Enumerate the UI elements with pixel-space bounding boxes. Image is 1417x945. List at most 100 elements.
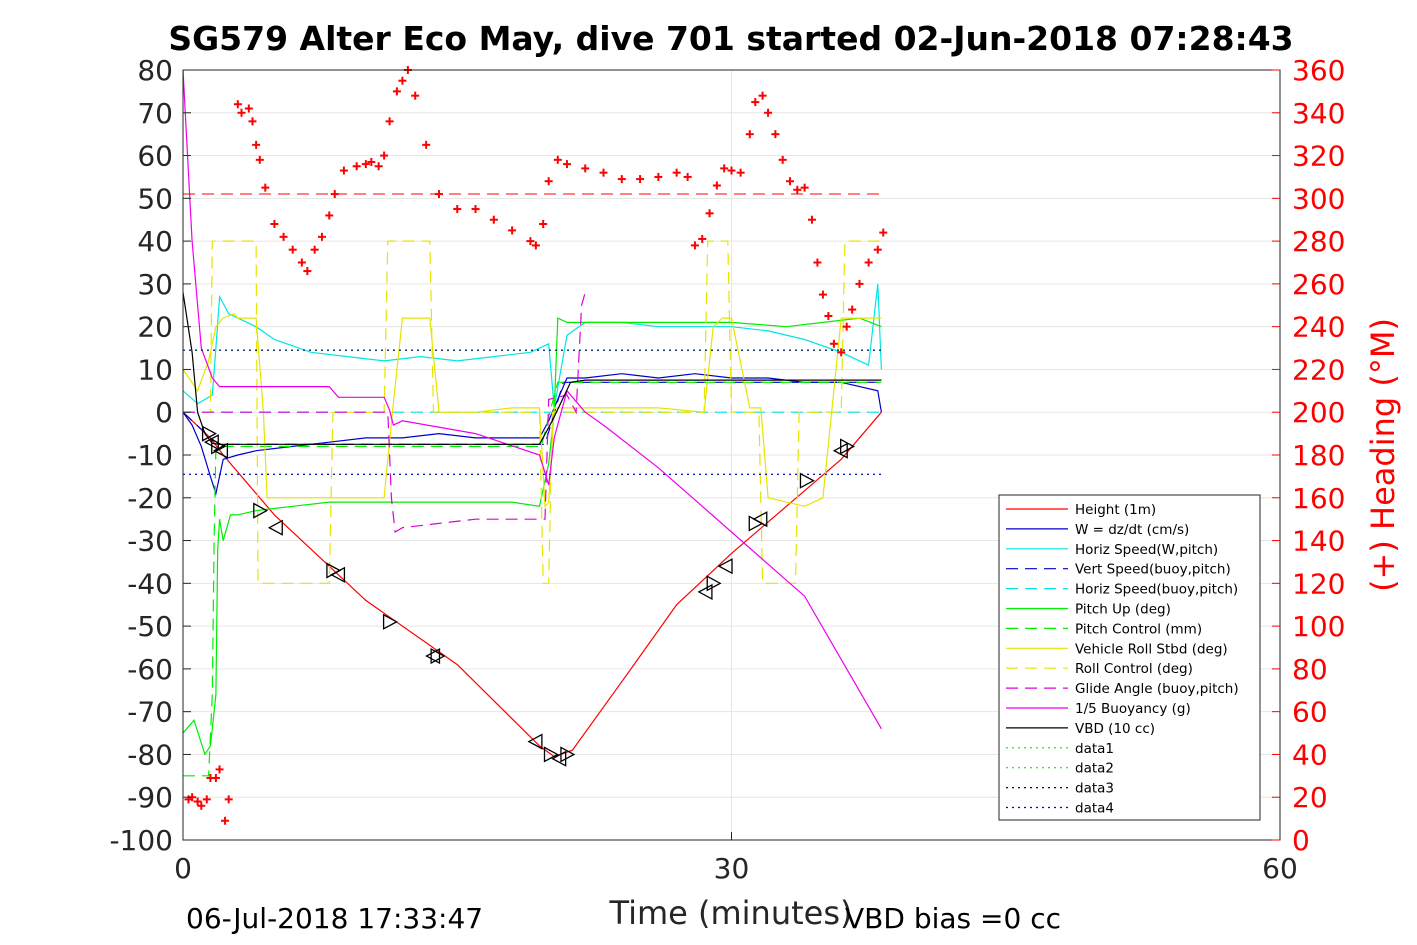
footer-vbd-bias: VBD bias =0 cc: [845, 902, 1061, 935]
heading-point: [224, 795, 233, 804]
heading-point: [771, 130, 780, 139]
left-tick-label: -40: [127, 567, 173, 600]
heading-point: [252, 140, 261, 149]
dive-marker: [253, 502, 269, 519]
heading-point: [261, 183, 270, 192]
right-tick-label: 180: [1292, 439, 1345, 472]
legend-label: Height (1m): [1075, 502, 1156, 518]
heading-point: [544, 177, 553, 186]
heading-point: [489, 215, 498, 224]
series-line-8: [183, 240, 882, 584]
right-tick-label: 360: [1292, 54, 1345, 87]
heading-point: [248, 117, 257, 126]
heading-point: [233, 100, 242, 109]
left-tick-label: -100: [109, 824, 173, 857]
heading-point: [361, 160, 370, 169]
series-layer: [183, 70, 882, 777]
heading-point: [411, 91, 420, 100]
dive-marker: [717, 558, 733, 575]
dive-marker: [382, 613, 398, 630]
heading-point: [636, 175, 645, 184]
dive-marker: [697, 583, 713, 600]
left-tick-label: 80: [137, 54, 173, 87]
series-line-7: [183, 313, 882, 508]
legend-label: Roll Control (deg): [1075, 661, 1193, 677]
heading-point: [690, 241, 699, 250]
marker-layer: [201, 425, 856, 767]
series-line-10: [183, 70, 882, 730]
dive-marker: [211, 438, 227, 455]
chart-title: SG579 Alter Eco May, dive 701 started 02…: [168, 19, 1293, 58]
x-tick-label: 30: [714, 852, 750, 885]
heading-point: [270, 220, 279, 228]
right-tick-label: 240: [1292, 311, 1345, 344]
dive-marker: [752, 511, 768, 528]
right-tick-label: 300: [1292, 182, 1345, 215]
heading-point: [325, 211, 334, 220]
right-tick-label: 20: [1292, 781, 1328, 814]
right-tick-label: 80: [1292, 653, 1328, 686]
heading-point: [745, 130, 754, 139]
right-tick-label: 340: [1292, 97, 1345, 130]
left-tick-label: -80: [127, 738, 173, 771]
legend-label: Vehicle Roll Stbd (deg): [1075, 641, 1228, 657]
heading-point: [751, 98, 760, 107]
heading-point: [553, 155, 562, 164]
legend-label: VBD (10 cc): [1075, 721, 1155, 737]
heading-point: [727, 166, 736, 175]
heading-point: [244, 104, 253, 113]
series-line-5: [183, 317, 882, 756]
heading-point: [837, 348, 846, 357]
left-tick-label: 40: [137, 225, 173, 258]
legend-label: data3: [1075, 781, 1114, 797]
dive-marker: [201, 425, 217, 442]
legend-label: data4: [1075, 801, 1114, 817]
left-tick-label: 70: [137, 97, 173, 130]
heading-point: [672, 168, 681, 177]
dive-marker: [840, 438, 856, 455]
right-tick-label: 200: [1292, 396, 1345, 429]
legend-label: Pitch Control (mm): [1075, 621, 1202, 637]
left-tick-label: 30: [137, 268, 173, 301]
legend-label: Pitch Up (deg): [1075, 602, 1171, 618]
dive-marker: [543, 746, 559, 763]
heading-point: [654, 172, 663, 181]
heading-point: [303, 267, 312, 276]
legend-label: data2: [1075, 761, 1114, 777]
heading-point: [807, 215, 816, 224]
x-tick-label: 60: [1262, 852, 1298, 885]
heading-point: [352, 162, 361, 171]
right-tick-label: 140: [1292, 525, 1345, 558]
left-tick-label: 20: [137, 311, 173, 344]
heading-point: [279, 232, 288, 241]
legend-label: W = dz/dt (cm/s): [1075, 522, 1189, 538]
heading-point: [215, 765, 224, 774]
heading-point: [778, 155, 787, 164]
heading-point: [310, 245, 319, 254]
heading-point: [562, 160, 571, 169]
heading-point: [824, 311, 833, 320]
heading-point: [793, 185, 802, 194]
heading-point: [339, 166, 348, 175]
heading-point: [202, 795, 211, 804]
heading-point: [221, 816, 230, 825]
heading-point: [197, 801, 206, 810]
x-axis-label: Time (minutes): [609, 894, 853, 932]
dive-marker: [560, 746, 576, 763]
series-line-11: [183, 292, 882, 445]
dive-marker: [267, 519, 283, 536]
right-axis-ticks: 3603403203002802602402202001801601401201…: [1272, 54, 1345, 857]
left-tick-label: -10: [127, 439, 173, 472]
right-tick-label: 60: [1292, 696, 1328, 729]
heading-point: [842, 322, 851, 331]
legend-label: Glide Angle (buoy,pitch): [1075, 681, 1239, 697]
right-tick-label: 280: [1292, 225, 1345, 258]
footer-timestamp: 06-Jul-2018 17:33:47: [186, 902, 483, 935]
dive-marker: [213, 442, 229, 459]
right-tick-label: 120: [1292, 567, 1345, 600]
left-tick-label: -50: [127, 610, 173, 643]
series-line-2: [183, 283, 882, 409]
dive-marker: [330, 566, 346, 583]
heading-point: [829, 339, 838, 348]
heading-point: [581, 164, 590, 173]
